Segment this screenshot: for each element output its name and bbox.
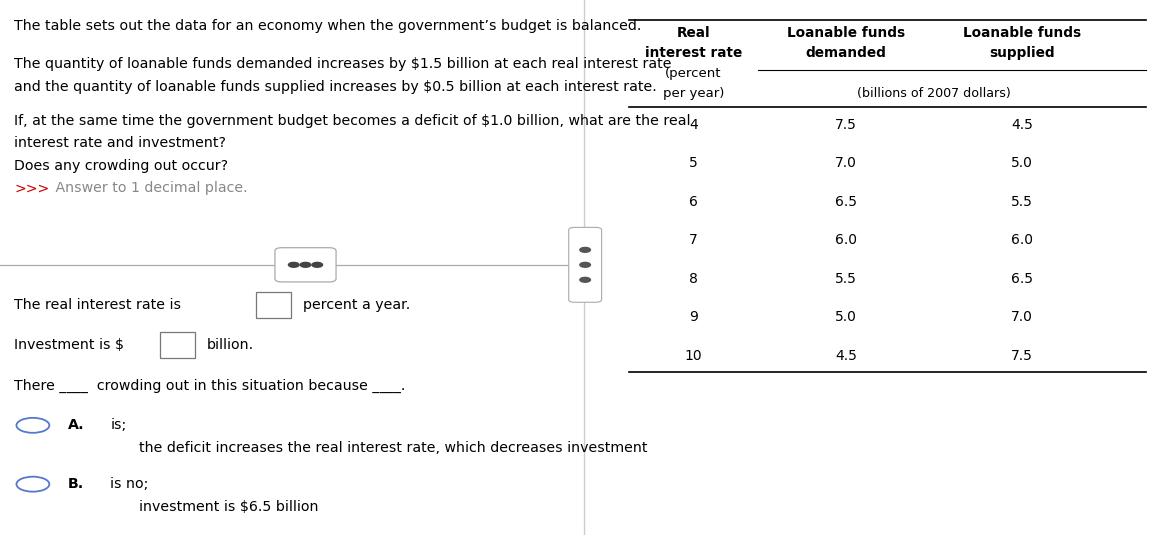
Text: 5.0: 5.0 — [835, 310, 857, 324]
Text: (billions of 2007 dollars): (billions of 2007 dollars) — [858, 87, 1010, 100]
Circle shape — [288, 262, 298, 268]
Text: 6.0: 6.0 — [835, 233, 857, 247]
Text: 9: 9 — [689, 310, 698, 324]
Text: 4.5: 4.5 — [835, 349, 857, 363]
Text: Loanable funds: Loanable funds — [963, 26, 1081, 40]
Text: 7: 7 — [689, 233, 698, 247]
Text: 5.5: 5.5 — [1012, 195, 1033, 209]
Text: Answer to 1 decimal place.: Answer to 1 decimal place. — [51, 181, 247, 195]
Text: 8: 8 — [689, 272, 698, 286]
Text: 7.5: 7.5 — [1012, 349, 1033, 363]
Text: is no;: is no; — [110, 477, 149, 491]
Text: Does any crowding out occur?: Does any crowding out occur? — [14, 159, 228, 173]
Text: The real interest rate is: The real interest rate is — [14, 298, 181, 312]
Text: >>>: >>> — [14, 181, 49, 195]
FancyBboxPatch shape — [160, 332, 195, 358]
Text: If, at the same time the government budget becomes a deficit of $1.0 billion, wh: If, at the same time the government budg… — [14, 114, 691, 128]
Text: 7.0: 7.0 — [1012, 310, 1033, 324]
Text: A.: A. — [68, 418, 85, 432]
FancyBboxPatch shape — [256, 292, 291, 318]
Text: Real: Real — [677, 26, 710, 40]
Text: demanded: demanded — [806, 46, 886, 60]
Text: investment is $6.5 billion: investment is $6.5 billion — [139, 500, 318, 514]
Text: interest rate: interest rate — [645, 46, 741, 60]
Text: There ____  crowding out in this situation because ____.: There ____ crowding out in this situatio… — [14, 379, 405, 393]
Circle shape — [311, 262, 322, 268]
Text: The quantity of loanable funds demanded increases by $1.5 billion at each real i: The quantity of loanable funds demanded … — [14, 57, 672, 71]
Text: B.: B. — [68, 477, 85, 491]
Circle shape — [579, 277, 590, 282]
Text: interest rate and investment?: interest rate and investment? — [14, 136, 226, 150]
Circle shape — [579, 262, 590, 268]
Text: and the quantity of loanable funds supplied increases by $0.5 billion at each in: and the quantity of loanable funds suppl… — [14, 80, 657, 94]
Text: 5: 5 — [689, 156, 698, 170]
Text: 5.0: 5.0 — [1012, 156, 1033, 170]
Text: supplied: supplied — [989, 46, 1055, 60]
FancyBboxPatch shape — [569, 227, 602, 302]
Text: 10: 10 — [684, 349, 703, 363]
Text: 6.5: 6.5 — [1012, 272, 1033, 286]
Text: Investment is $: Investment is $ — [14, 338, 125, 352]
Text: 7.5: 7.5 — [835, 118, 857, 132]
FancyBboxPatch shape — [275, 248, 336, 282]
Text: 6: 6 — [689, 195, 698, 209]
Text: 6.0: 6.0 — [1012, 233, 1033, 247]
Text: is;: is; — [110, 418, 127, 432]
Text: billion.: billion. — [207, 338, 254, 352]
Text: Loanable funds: Loanable funds — [787, 26, 905, 40]
Text: the deficit increases the real interest rate, which decreases investment: the deficit increases the real interest … — [139, 441, 647, 455]
Text: 7.0: 7.0 — [835, 156, 857, 170]
Text: 4: 4 — [689, 118, 698, 132]
Text: percent a year.: percent a year. — [303, 298, 410, 312]
Text: (percent: (percent — [665, 67, 721, 80]
Circle shape — [579, 247, 590, 252]
Text: 4.5: 4.5 — [1012, 118, 1033, 132]
Text: 6.5: 6.5 — [835, 195, 857, 209]
Text: The table sets out the data for an economy when the government’s budget is balan: The table sets out the data for an econo… — [14, 19, 642, 33]
Text: 5.5: 5.5 — [835, 272, 857, 286]
Text: per year): per year) — [663, 87, 724, 100]
Circle shape — [301, 262, 310, 268]
